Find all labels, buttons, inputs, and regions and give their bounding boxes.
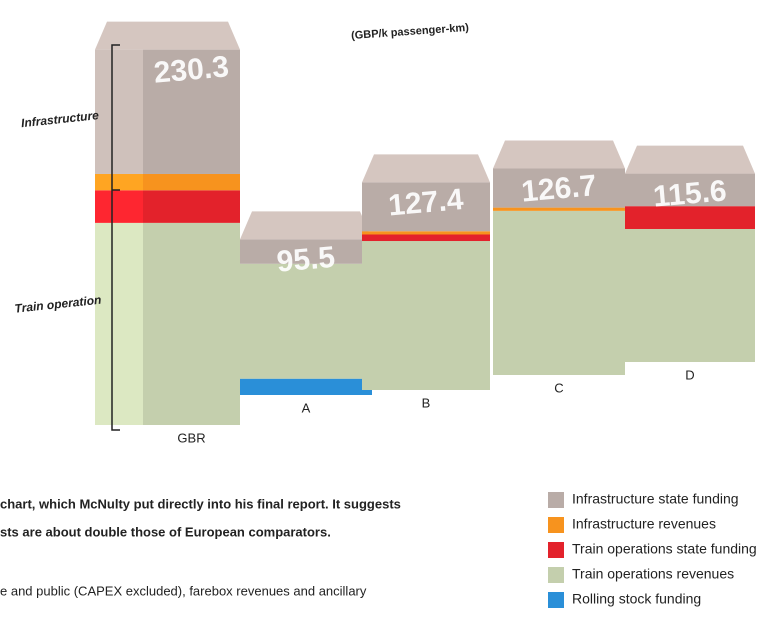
legend-label: Train operations revenues [572,566,734,582]
x-tick-label: A [302,400,311,415]
group-label: Infrastructure [20,108,99,130]
legend-swatch [548,492,564,508]
total-label: 95.5 [275,241,336,279]
group-label: Train operation [14,293,102,316]
total-label: 230.3 [153,50,231,89]
legend-label: Rolling stock funding [572,591,701,607]
bar-segment [143,49,240,174]
bars: 230.3 GBR 95.5 A 127.4 B 126.7 C 115.6 D [95,21,755,445]
note: chart, which McNulty put directly into h… [0,496,401,511]
legend-label: Infrastructure state funding [572,491,739,507]
legend-label: Train operations state funding [572,541,757,557]
bar-segment [143,190,240,223]
note: sts are about double those of European c… [0,524,331,539]
note: e and public (CAPEX excluded), farebox r… [0,583,367,598]
total-label: 126.7 [520,169,598,208]
legend-swatch [548,592,564,608]
x-tick-label: D [685,367,694,382]
bar-side [95,222,143,425]
bar-segment [362,234,490,242]
bar-segment [143,222,240,425]
bar-segment [362,241,490,390]
unit-label: (GBP/k passenger-km) [351,22,470,42]
bar-top [625,145,755,174]
bar-segment [362,231,490,235]
bar-segment [625,206,755,229]
bar-segment [625,228,755,362]
bar-segment [625,173,755,207]
bar-segment [240,263,372,379]
bar-side [95,49,143,174]
bar-segment [493,207,625,211]
bar-segment [240,239,372,264]
legend-swatch [548,517,564,533]
bar-segment [493,210,625,375]
x-tick-label: B [422,395,431,410]
bar-side [95,173,143,191]
bar-segment [143,173,240,191]
bar-top [240,211,372,240]
bar-segment [493,168,625,208]
legend-swatch [548,542,564,558]
legend-swatch [548,567,564,583]
bar-top [493,140,625,169]
bracket [111,44,120,431]
x-tick-label: GBR [177,430,205,445]
bar-segment [240,378,372,395]
bar-side [95,190,143,223]
legend-label: Infrastructure revenues [572,516,716,532]
total-label: 115.6 [652,174,728,213]
bar-top [362,154,490,183]
bar-top [95,21,240,50]
bar-segment [362,182,490,232]
legend: Infrastructure state funding Infrastructu… [548,491,757,608]
total-label: 127.4 [387,183,465,222]
x-tick-label: C [554,380,563,395]
